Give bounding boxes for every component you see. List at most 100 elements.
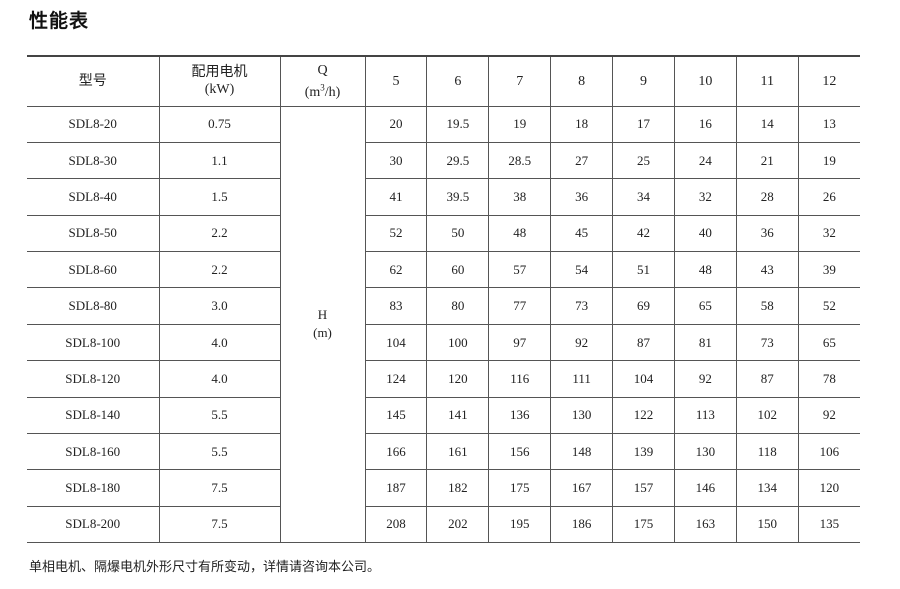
header-flow-unit: (m3/h) [305, 82, 341, 100]
head-value-cell: 175 [488, 469, 552, 507]
motor-power-cell: 3.0 [158, 287, 281, 325]
head-value-cell: 167 [550, 469, 614, 507]
head-unit: (m) [313, 325, 332, 341]
head-value-cell: 39.5 [426, 178, 490, 216]
head-value-cell: 130 [550, 396, 614, 435]
head-value-cell: 19 [488, 105, 552, 143]
header-flow-label: Q [317, 62, 328, 78]
head-value-cell: 87 [735, 360, 799, 398]
head-value-cell: 38 [488, 178, 552, 216]
head-value-cell: 148 [550, 433, 614, 471]
head-value-cell: 78 [797, 360, 861, 398]
footnote: 单相电机、隔爆电机外形尺寸有所变动，详情请咨询本公司。 [29, 560, 381, 575]
head-value-cell: 77 [488, 287, 552, 325]
head-value-cell: 139 [612, 433, 675, 471]
table-row: SDL8-140 5.5 145 141 136 130 122 113 102 92 [27, 396, 861, 435]
head-value-cell: 150 [735, 505, 799, 544]
head-value-cell: 135 [797, 505, 861, 544]
head-value-cell: 29.5 [426, 141, 490, 180]
head-value-cell: 27 [550, 141, 614, 180]
head-value-cell: 50 [426, 214, 490, 253]
head-value-cell: 43 [735, 251, 799, 289]
head-value-cell: 21 [735, 141, 799, 180]
head-value-cell: 42 [612, 214, 675, 253]
performance-table: 型号 配用电机 (kW) Q (m3/h) 5 6 7 8 9 10 11 12 S… [27, 55, 861, 544]
motor-power-cell: 2.2 [158, 251, 281, 289]
head-value-cell: 51 [612, 251, 675, 289]
head-value-cell: 36 [735, 214, 799, 253]
head-value-cell: 19.5 [426, 105, 490, 143]
head-value-cell: 146 [673, 469, 737, 507]
header-flow-value: 7 [488, 55, 552, 107]
head-value-cell: 102 [735, 396, 799, 435]
head-value-cell: 157 [612, 469, 675, 507]
head-value-cell: 57 [488, 251, 552, 289]
head-value-cell: 52 [797, 287, 861, 325]
head-value-cell: 24 [673, 141, 737, 180]
head-value-cell: 118 [735, 433, 799, 471]
head-value-cell: 97 [488, 323, 552, 362]
head-value-cell: 182 [426, 469, 490, 507]
motor-power-cell: 0.75 [158, 105, 281, 143]
model-cell: SDL8-30 [27, 141, 160, 180]
table-row: SDL8-50 2.2 52 50 48 45 42 40 36 32 [27, 214, 861, 253]
head-value-cell: 54 [550, 251, 614, 289]
table-row: SDL8-40 1.5 41 39.5 38 36 34 32 28 26 [27, 178, 861, 216]
head-value-cell: 92 [550, 323, 614, 362]
head-value-cell: 20 [364, 105, 428, 143]
head-value-cell: 13 [797, 105, 861, 143]
head-value-cell: 195 [488, 505, 552, 544]
head-value-cell: 19 [797, 141, 861, 180]
head-value-cell: 187 [364, 469, 428, 507]
header-flow-value: 11 [735, 55, 799, 107]
head-value-cell: 18 [550, 105, 614, 143]
table-row: SDL8-100 4.0 104 100 97 92 87 81 73 65 [27, 323, 861, 362]
motor-power-cell: 4.0 [158, 323, 281, 362]
motor-power-cell: 4.0 [158, 360, 281, 398]
head-value-cell: 104 [364, 323, 428, 362]
model-cell: SDL8-140 [27, 396, 160, 435]
head-value-cell: 39 [797, 251, 861, 289]
model-cell: SDL8-160 [27, 433, 160, 471]
head-value-cell: 52 [364, 214, 428, 253]
head-value-cell: 14 [735, 105, 799, 143]
model-cell: SDL8-80 [27, 287, 160, 325]
head-value-cell: 130 [673, 433, 737, 471]
head-value-cell: 26 [797, 178, 861, 216]
header-motor: 配用电机 (kW) [158, 55, 281, 107]
motor-power-cell: 1.1 [158, 141, 281, 180]
table-row: SDL8-160 5.5 166 161 156 148 139 130 118 106 [27, 433, 861, 471]
page-title: 性能表 [29, 10, 90, 32]
head-value-cell: 145 [364, 396, 428, 435]
model-cell: SDL8-200 [27, 505, 160, 544]
head-value-cell: 120 [426, 360, 490, 398]
head-value-cell: 92 [797, 396, 861, 435]
head-value-cell: 28.5 [488, 141, 552, 180]
motor-power-cell: 5.5 [158, 396, 281, 435]
head-value-cell: 124 [364, 360, 428, 398]
head-value-cell: 60 [426, 251, 490, 289]
model-cell: SDL8-100 [27, 323, 160, 362]
table-row: SDL8-200 7.5 208 202 195 186 175 163 150 135 [27, 505, 861, 544]
model-cell: SDL8-120 [27, 360, 160, 398]
table-row: SDL8-180 7.5 187 182 175 167 157 146 134 120 [27, 469, 861, 507]
motor-power-cell: 5.5 [158, 433, 281, 471]
header-flow-value: 8 [550, 55, 614, 107]
head-value-cell: 122 [612, 396, 675, 435]
model-cell: SDL8-180 [27, 469, 160, 507]
header-row: 型号 配用电机 (kW) Q (m3/h) 5 6 7 8 9 10 11 12 [27, 55, 861, 107]
head-value-cell: 120 [797, 469, 861, 507]
header-motor-unit: (kW) [204, 82, 235, 98]
head-value-cell: 41 [364, 178, 428, 216]
motor-power-cell: 7.5 [158, 505, 281, 544]
header-flow-value: 6 [426, 55, 490, 107]
head-value-cell: 69 [612, 287, 675, 325]
head-value-cell: 25 [612, 141, 675, 180]
head-value-cell: 28 [735, 178, 799, 216]
head-value-cell: 156 [488, 433, 552, 471]
head-value-cell: 100 [426, 323, 490, 362]
head-value-cell: 73 [735, 323, 799, 362]
head-value-cell: 30 [364, 141, 428, 180]
table-row: SDL8-30 1.1 30 29.5 28.5 27 25 24 21 19 [27, 141, 861, 180]
head-value-cell: 83 [364, 287, 428, 325]
